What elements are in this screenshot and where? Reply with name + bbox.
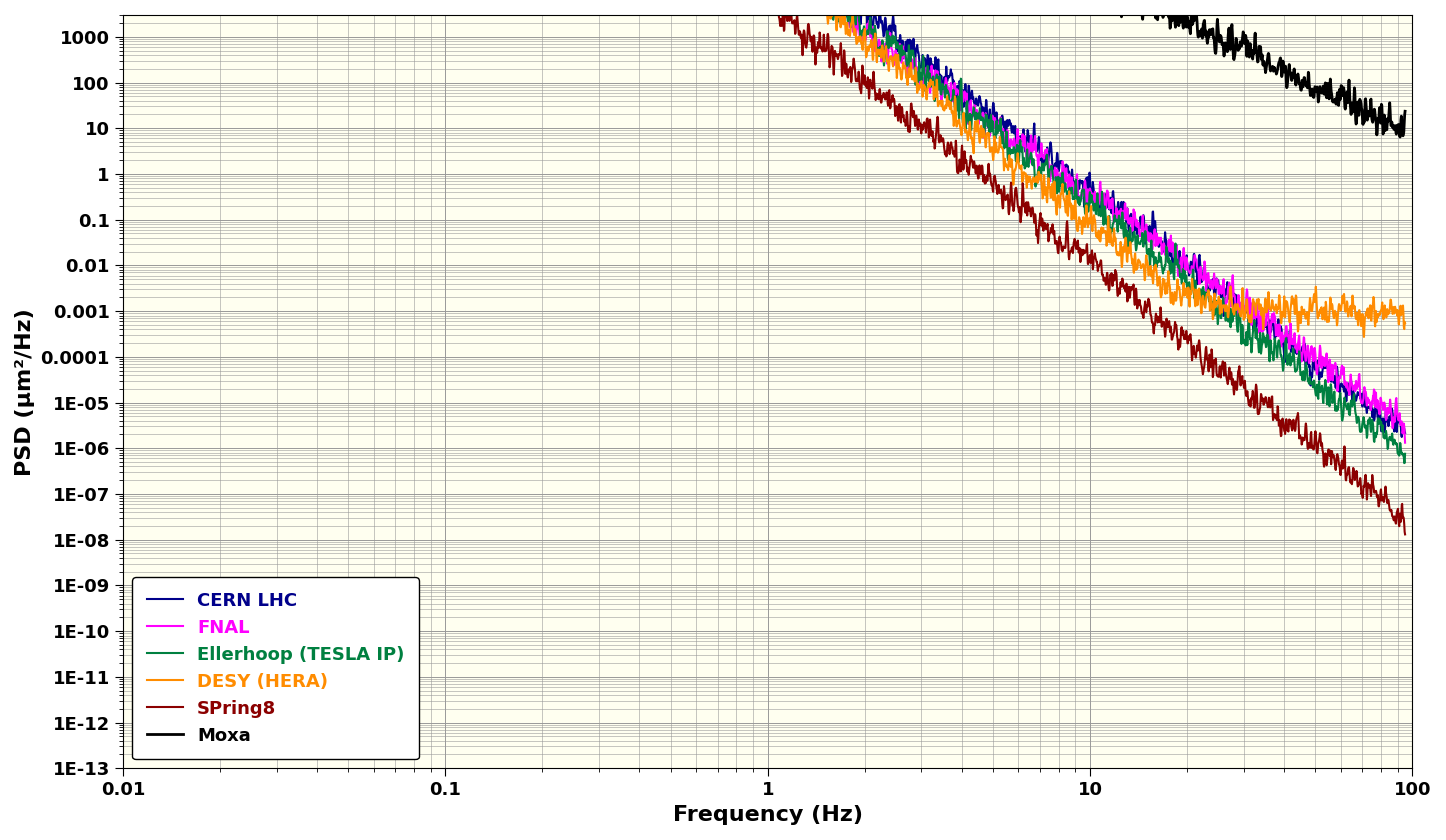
- DESY (HERA): [1372, 306, 1390, 316]
- FNAL: [1372, 392, 1390, 402]
- Y-axis label: PSD (μm²/Hz): PSD (μm²/Hz): [14, 307, 35, 475]
- CERN LHC: [1238, 303, 1255, 313]
- CERN LHC: [1397, 428, 1414, 438]
- DESY (HERA): [1397, 318, 1414, 328]
- Line: DESY (HERA): DESY (HERA): [161, 0, 1406, 337]
- Line: FNAL: FNAL: [161, 0, 1406, 443]
- FNAL: [1238, 288, 1255, 298]
- Ellerhoop (TESLA IP): [1372, 417, 1390, 427]
- Ellerhoop (TESLA IP): [1238, 332, 1255, 342]
- SPring8: [1372, 486, 1390, 496]
- Line: Ellerhoop (TESLA IP): Ellerhoop (TESLA IP): [161, 0, 1406, 463]
- Ellerhoop (TESLA IP): [1395, 458, 1413, 468]
- CERN LHC: [1372, 413, 1390, 423]
- Moxa: [1372, 118, 1390, 129]
- Line: Moxa: Moxa: [161, 0, 1406, 137]
- DESY (HERA): [1355, 332, 1372, 342]
- Moxa: [1391, 132, 1408, 142]
- Line: SPring8: SPring8: [161, 0, 1406, 534]
- Legend: CERN LHC, FNAL, Ellerhoop (TESLA IP), DESY (HERA), SPring8, Moxa: CERN LHC, FNAL, Ellerhoop (TESLA IP), DE…: [132, 577, 419, 759]
- Ellerhoop (TESLA IP): [1397, 449, 1414, 459]
- DESY (HERA): [1238, 294, 1255, 304]
- X-axis label: Frequency (Hz): Frequency (Hz): [672, 805, 863, 825]
- SPring8: [1238, 391, 1255, 401]
- Moxa: [1238, 44, 1255, 54]
- Moxa: [1397, 106, 1414, 116]
- Line: CERN LHC: CERN LHC: [161, 0, 1406, 437]
- SPring8: [1397, 529, 1414, 539]
- CERN LHC: [1392, 432, 1410, 442]
- FNAL: [1397, 438, 1414, 448]
